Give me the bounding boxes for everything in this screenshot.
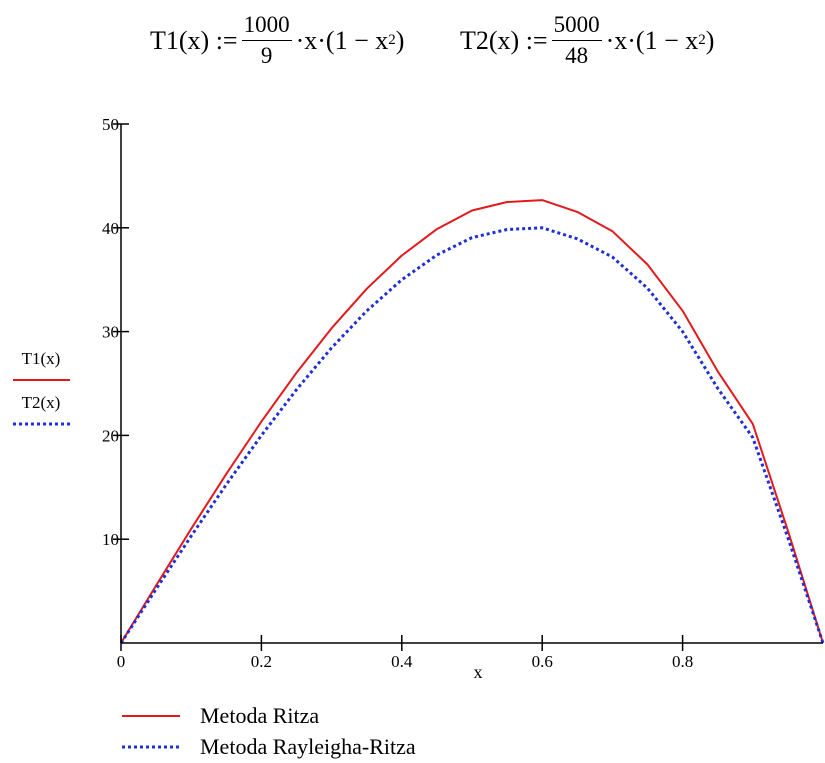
legend: Metoda Ritza Metoda Rayleigha-Ritza	[122, 703, 416, 759]
series-line-1	[120, 199, 824, 644]
y-axis-label-1: T1(x)	[22, 349, 61, 368]
axes-layer	[120, 124, 823, 644]
x-tick-label: 0.8	[672, 652, 693, 671]
formula-t1-close: )	[395, 25, 405, 55]
y-tick-label: 10	[102, 530, 119, 549]
formula-t1: T1(x) := 1000 9 ·x·(1 − x 2)	[150, 12, 404, 70]
x-axis-title: x	[474, 662, 483, 682]
formula-t2: T2(x) := 5000 48 ·x·(1 − x 2)	[460, 12, 714, 70]
series-layer	[119, 199, 825, 644]
x-tick-label: 0	[117, 652, 126, 671]
formula-t1-rhs: ·x·(1 − x	[295, 25, 389, 55]
x-tick-label: 0.4	[391, 652, 413, 671]
formula-row: T1(x) := 1000 9 ·x·(1 − x 2) T2(x) := 500…	[0, 0, 825, 95]
x-tick-label: 0.2	[251, 652, 272, 671]
formula-t2-denominator: 48	[565, 43, 589, 69]
formula-t2-numerator: 5000	[551, 12, 602, 42]
formula-t1-denominator: 9	[260, 43, 273, 69]
y-axis-label-block: T1(x) T2(x)	[13, 349, 70, 426]
formula-t1-fraction: 1000 9	[241, 12, 292, 70]
formula-t2-lhs: T2(x) :=	[460, 25, 548, 55]
y-tick-label: 40	[102, 219, 119, 238]
formula-t1-numerator: 1000	[241, 12, 292, 42]
y-tick-label: 50	[102, 115, 119, 134]
y-tick-label: 20	[102, 426, 119, 445]
x-tick-label: 0.6	[532, 652, 553, 671]
formula-t1-lhs: T1(x) :=	[150, 25, 238, 55]
y-axis-label-2: T2(x)	[22, 393, 61, 412]
legend-label-2: Metoda Rayleigha-Ritza	[200, 734, 416, 759]
formula-t1-exponent: 2	[388, 32, 396, 49]
formula-t2-close: )	[705, 25, 715, 55]
ticks-layer: 0 0.2 0.4 0.6 0.8 10 20 30 40 50	[102, 115, 693, 671]
series-line-2	[119, 226, 825, 644]
legend-label-1: Metoda Ritza	[200, 703, 319, 728]
formula-t2-exponent: 2	[698, 32, 706, 49]
formula-t2-fraction: 5000 48	[551, 12, 602, 70]
formula-t2-rhs: ·x·(1 − x	[605, 25, 699, 55]
y-tick-label: 30	[102, 323, 119, 342]
